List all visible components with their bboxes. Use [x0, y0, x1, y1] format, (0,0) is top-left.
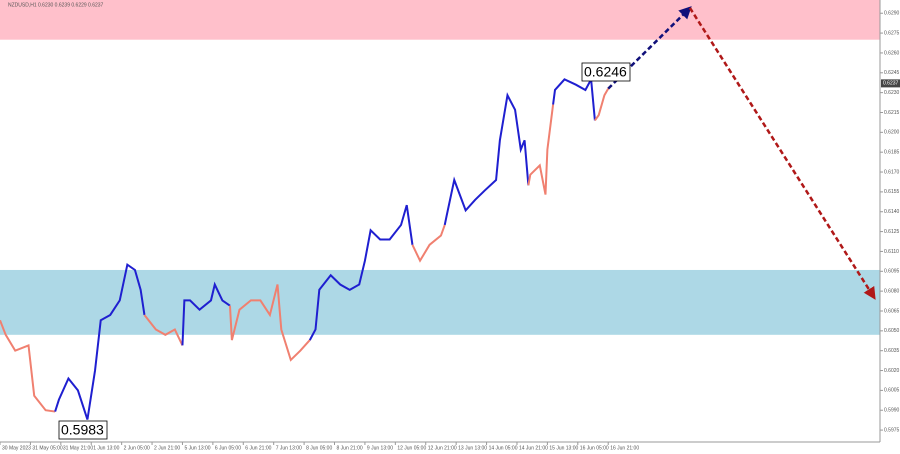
y-tick-label: 0.6260 [884, 50, 900, 56]
y-tick-label: 0.5990 [884, 408, 900, 414]
x-tick-label: 7 Jun 13:00 [276, 445, 302, 451]
x-tick-label: 16 Jun 21:00 [610, 445, 639, 451]
x-tick-label: 13 Jun 13:00 [458, 445, 487, 451]
price-wave [527, 104, 555, 195]
price-wave [552, 76, 596, 121]
price-wave [443, 92, 530, 226]
x-tick-label: 5 Jun 13:00 [184, 445, 210, 451]
forecast-arrow [688, 7, 876, 300]
y-tick-label: 0.6230 [884, 90, 900, 96]
annotation-box [581, 62, 631, 82]
x-tick-label: 31 May 21:00 [63, 445, 94, 451]
annotation: 0.5983 [61, 422, 104, 438]
price-wave [411, 224, 446, 263]
y-tick-label: 0.6200 [884, 130, 900, 136]
y-tick-label: 0.6005 [884, 388, 900, 394]
y-tick-label: 0.6035 [884, 348, 900, 354]
price-wave [181, 281, 231, 346]
x-tick-label: 14 Jun 05:00 [489, 445, 518, 451]
x-tick-label: 9 Jun 13:00 [367, 445, 393, 451]
price-wave [594, 88, 610, 122]
y-tick-label: 0.6170 [884, 169, 900, 175]
y-tick-label: 0.6275 [884, 30, 900, 36]
x-tick-label: 8 Jun 05:00 [306, 445, 332, 451]
y-tick-label: 0.6080 [884, 288, 900, 294]
y-tick-label: 0.6065 [884, 308, 900, 314]
x-tick-label: 31 May 05:00 [32, 445, 63, 451]
x-tick-label: 30 May 2023 [2, 445, 31, 451]
annotation-box [58, 420, 108, 440]
y-tick-label: 0.6155 [884, 189, 900, 195]
x-tick-label: 2 Jun 21:00 [154, 445, 180, 451]
price-wave [143, 314, 184, 346]
x-tick-label: 6 Jun 21:00 [245, 445, 271, 451]
y-tick-label: 0.6140 [884, 209, 900, 215]
y-tick-label: 0.6185 [884, 150, 900, 156]
x-tick-label: 1 Jun 13:00 [93, 445, 119, 451]
x-tick-label: 16 Jun 05:00 [580, 445, 609, 451]
y-tick-label: 0.6050 [884, 328, 900, 334]
y-tick-label: 0.6245 [884, 70, 900, 76]
y-tick-label: 0.6125 [884, 229, 900, 235]
zone [0, 0, 880, 40]
y-tick-label: 0.6095 [884, 269, 900, 275]
zone [0, 269, 880, 335]
y-tick-label: 0.6290 [884, 11, 900, 17]
current-price-box [881, 79, 900, 88]
x-tick-label: 12 Jun 05:00 [397, 445, 426, 451]
annotation: 0.6246 [584, 64, 627, 80]
y-tick-label: 0.5975 [884, 427, 900, 433]
price-wave [54, 262, 146, 420]
price-wave [308, 204, 414, 341]
price-wave [228, 284, 311, 362]
x-tick-label: 12 Jun 21:00 [428, 445, 457, 451]
x-tick-label: 2 Jun 05:00 [124, 445, 150, 451]
y-tick-label: 0.6215 [884, 110, 900, 116]
y-tick-label: 0.6020 [884, 368, 900, 374]
x-tick-label: 6 Jun 05:00 [215, 445, 241, 451]
y-tick-label: 0.6110 [884, 249, 899, 255]
price-wave [0, 319, 56, 413]
x-tick-label: 14 Jun 21:00 [519, 445, 548, 451]
current-price-label: 0.6237 [883, 81, 899, 87]
x-tick-label: 15 Jun 13:00 [549, 445, 578, 451]
symbol-header: NZDUSD,H1 0.6230 0.6239 0.6229 0.6237 [8, 2, 104, 8]
x-tick-label: 8 Jun 21:00 [337, 445, 363, 451]
